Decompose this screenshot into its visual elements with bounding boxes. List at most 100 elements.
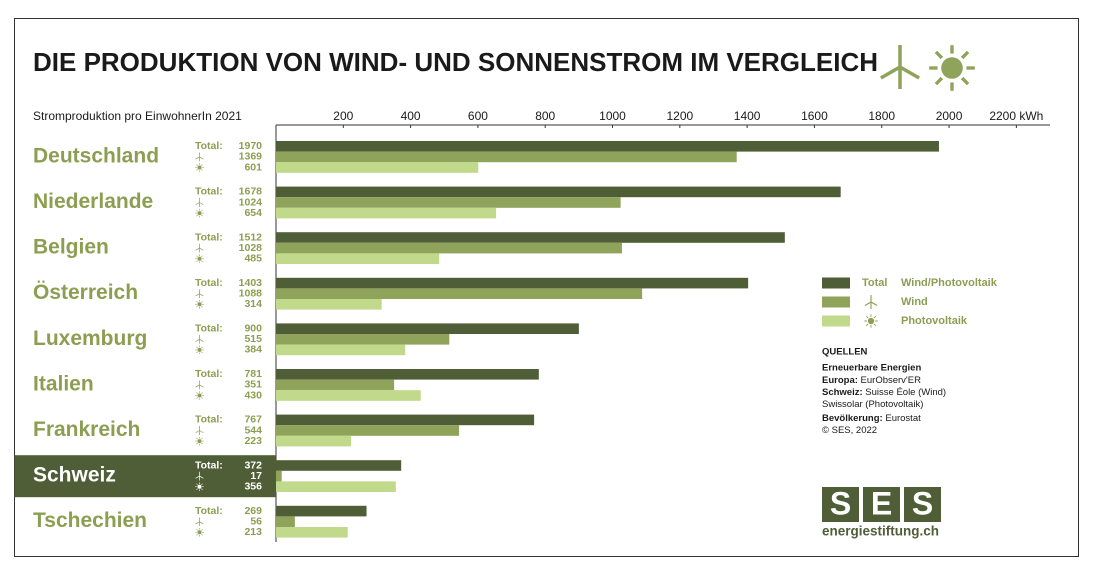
value-label: 213 xyxy=(244,526,262,538)
value-label: 1028 xyxy=(239,242,263,254)
source-label: Europa: xyxy=(822,375,858,386)
source-line: Bevölkerung: Eurostat xyxy=(822,413,921,424)
value-label: 351 xyxy=(244,379,262,391)
logo-letter: S xyxy=(830,485,851,521)
bar xyxy=(276,288,643,299)
value-label: 601 xyxy=(244,161,262,173)
value-label: 56 xyxy=(250,515,262,527)
bar xyxy=(276,253,440,264)
wind-icon xyxy=(195,380,204,390)
value-label: 515 xyxy=(244,333,262,345)
category-label: Frankreich xyxy=(33,418,140,441)
bar xyxy=(276,334,450,345)
value-label: 654 xyxy=(244,207,262,219)
total-label: Total: xyxy=(195,505,223,517)
logo-box xyxy=(904,487,941,522)
frame xyxy=(14,18,1079,557)
bar xyxy=(276,460,402,471)
category-label: Tschechien xyxy=(33,509,147,532)
total-label: Total: xyxy=(195,368,223,380)
value-label: 1088 xyxy=(239,287,263,299)
bar xyxy=(276,277,749,289)
wind-icon xyxy=(195,198,204,207)
wind-icon xyxy=(878,43,922,91)
value-label: 1369 xyxy=(239,151,263,163)
wind-icon xyxy=(195,289,204,299)
x-tick-label: 600 xyxy=(468,109,488,123)
value-label: 372 xyxy=(244,459,262,471)
logo-letter: E xyxy=(871,485,892,521)
bar xyxy=(276,516,295,527)
value-label: 17 xyxy=(250,470,262,482)
source-line: Schweiz: Suisse Éole (Wind) xyxy=(822,387,946,398)
category-label: Belgien xyxy=(33,236,109,259)
source-label: Schweiz: xyxy=(822,387,863,398)
total-label: Total: xyxy=(195,186,223,198)
bar xyxy=(276,207,497,219)
sources-group: Erneuerbare Energien xyxy=(822,363,921,374)
value-label: 1512 xyxy=(239,231,263,243)
sun-icon xyxy=(195,345,204,355)
value-label: 1024 xyxy=(239,196,263,208)
value-label: 1678 xyxy=(239,186,263,198)
logo-letter: S xyxy=(912,485,933,521)
source-line: Europa: EurObserv'ER xyxy=(822,375,921,386)
source-text: Swissolar (Photovoltaik) xyxy=(822,399,923,410)
value-label: 544 xyxy=(244,424,262,436)
source-text: EurObserv'ER xyxy=(861,375,922,386)
value-label: 384 xyxy=(244,344,262,356)
source-label: Bevölkerung: xyxy=(822,413,883,424)
bar xyxy=(276,162,479,173)
x-tick-label: 800 xyxy=(535,109,555,123)
sun-icon xyxy=(195,436,204,446)
value-label: 1970 xyxy=(239,140,263,152)
category-label: Österreich xyxy=(33,281,138,304)
legend-label: Wind xyxy=(901,296,928,308)
sun-icon xyxy=(195,254,204,264)
x-tick-label: 2200 kWh xyxy=(989,109,1043,123)
value-label: 485 xyxy=(244,252,262,264)
category-label: Italien xyxy=(33,372,94,395)
wind-icon xyxy=(195,243,204,253)
wind-icon xyxy=(195,334,204,344)
wind-icon xyxy=(195,152,204,162)
category-label: Luxemburg xyxy=(33,327,147,350)
total-label: Total: xyxy=(195,322,223,334)
value-label: 223 xyxy=(244,435,262,447)
value-label: 430 xyxy=(244,389,262,401)
source-line: © SES, 2022 xyxy=(822,425,877,436)
logo-box xyxy=(863,487,900,522)
legend-total: Total xyxy=(862,277,887,289)
legend-label: Wind/Photovoltaik xyxy=(901,277,998,289)
x-tick-label: 200 xyxy=(333,109,353,123)
bar xyxy=(276,232,785,243)
bar xyxy=(276,186,841,198)
bar xyxy=(276,527,348,538)
sun-icon xyxy=(195,391,204,400)
wind-icon xyxy=(195,426,204,435)
bar xyxy=(276,141,939,152)
x-tick-label: 1600 xyxy=(801,109,828,123)
bar xyxy=(276,390,421,401)
chart-title: DIE PRODUKTION VON WIND- UND SONNENSTROM… xyxy=(33,47,878,77)
x-tick-label: 400 xyxy=(401,109,421,123)
total-label: Total: xyxy=(195,231,223,243)
bar xyxy=(276,151,737,163)
bar xyxy=(276,470,282,482)
legend-swatch xyxy=(822,296,850,308)
bar xyxy=(276,242,622,254)
logo-url: energiestiftung.ch xyxy=(822,524,939,539)
x-tick-label: 1000 xyxy=(599,109,626,123)
source-text: Suisse Éole (Wind) xyxy=(865,387,946,398)
x-tick-label: 1800 xyxy=(868,109,895,123)
value-label: 314 xyxy=(244,298,262,310)
sun-icon xyxy=(195,299,204,309)
total-label: Total: xyxy=(195,414,223,426)
legend-swatch xyxy=(822,315,850,327)
source-text: Eurostat xyxy=(885,413,921,424)
sun-icon xyxy=(864,314,878,328)
sun-icon xyxy=(928,44,976,92)
legend-label: Photovoltaik xyxy=(901,315,968,327)
bar xyxy=(276,379,395,391)
